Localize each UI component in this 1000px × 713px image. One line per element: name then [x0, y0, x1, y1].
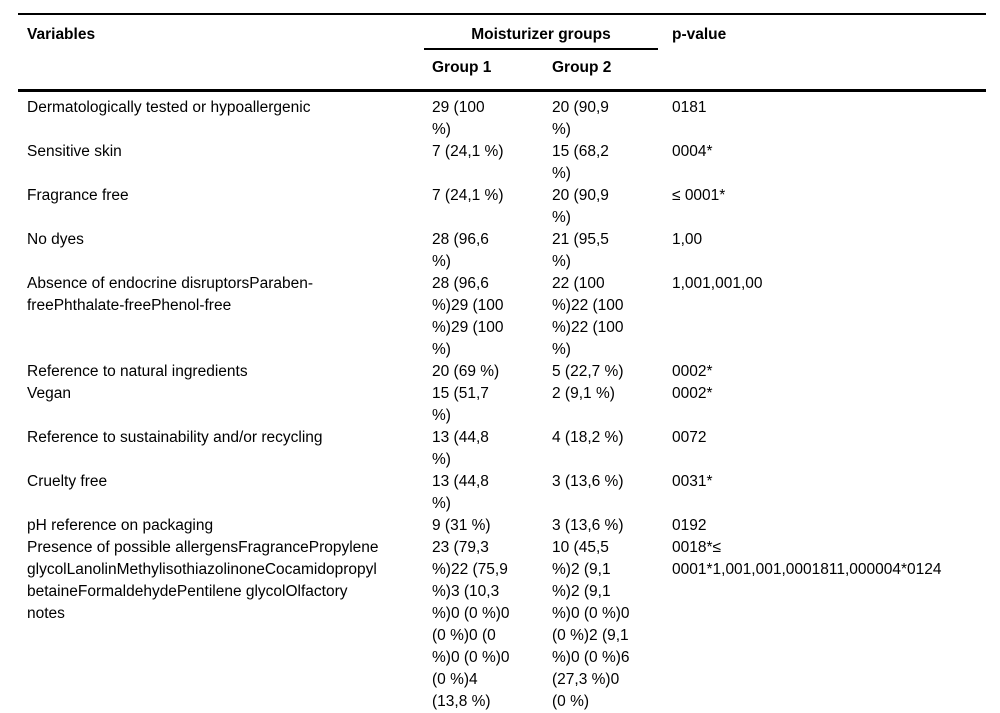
group1-cell: 15 (51,7 %) — [432, 385, 489, 424]
group2-cell: 20 (90,9 %) — [552, 187, 609, 226]
pvalue-cell: 0002* — [672, 363, 713, 380]
table-row: pH reference on packaging 9 (31 %) 3 (13… — [18, 515, 986, 537]
pvalue-cell: 0018*≤ 0001*1,001,001,0001811,000004*012… — [672, 539, 942, 578]
column-header-variables: Variables — [27, 26, 96, 43]
group1-cell: 7 (24,1 %) — [432, 187, 504, 204]
variable-cell: Reference to natural ingredients — [27, 363, 248, 380]
group1-cell: 23 (79,3 %)22 (75,9 %)3 (10,3 %)0 (0 %)0… — [432, 539, 510, 710]
pvalue-cell: 0002* — [672, 385, 713, 402]
column-header-group2: Group 2 — [552, 59, 612, 76]
column-header-pvalue: p-value — [672, 26, 727, 43]
group2-cell: 22 (100 %)22 (100 %)22 (100 %) — [552, 275, 624, 358]
group2-cell: 5 (22,7 %) — [552, 363, 624, 380]
group2-cell: 15 (68,2 %) — [552, 143, 609, 182]
pvalue-cell: 1,001,001,00 — [672, 275, 763, 292]
table-row: Absence of endocrine disruptorsParaben- … — [18, 273, 986, 361]
group1-cell: 29 (100 %) — [432, 89, 552, 141]
table-row: Presence of possible allergensFragranceP… — [18, 537, 986, 713]
table-body: Dermatologically tested or hypoallergeni… — [18, 89, 986, 713]
table-row: Fragrance free 7 (24,1 %) 20 (90,9 %) ≤ … — [18, 185, 986, 229]
variable-cell: Vegan — [27, 385, 71, 402]
column-header-group1: Group 1 — [432, 59, 492, 76]
table-row: No dyes 28 (96,6 %) 21 (95,5 %) 1,00 — [18, 229, 986, 273]
table-row: Reference to sustainability and/or recyc… — [18, 427, 986, 471]
table-row: Reference to natural ingredients 20 (69 … — [18, 361, 986, 383]
group1-cell: 9 (31 %) — [432, 517, 491, 534]
variable-cell: Presence of possible allergensFragranceP… — [27, 539, 379, 622]
table-row: Cruelty free 13 (44,8 %) 3 (13,6 %) 0031… — [18, 471, 986, 515]
group2-cell: 21 (95,5 %) — [552, 231, 609, 270]
variable-cell: Reference to sustainability and/or recyc… — [27, 429, 323, 446]
group2-cell: 3 (13,6 %) — [552, 473, 624, 490]
variable-cell: Cruelty free — [27, 473, 108, 490]
moisturizer-groups-label: Moisturizer groups — [424, 24, 658, 50]
table-header: Variables Moisturizer groups p-value Gro… — [18, 14, 986, 91]
pvalue-cell: 0031* — [672, 473, 713, 490]
pvalue-cell: 0181 — [672, 89, 986, 141]
pvalue-cell: 0072 — [672, 429, 707, 446]
pvalue-cell: 1,00 — [672, 231, 703, 248]
variable-cell: pH reference on packaging — [27, 517, 214, 534]
group2-cell: 10 (45,5 %)2 (9,1 %)2 (9,1 %)0 (0 %)0 (0… — [552, 539, 630, 710]
variable-cell: Dermatologically tested or hypoallergeni… — [18, 89, 432, 141]
pvalue-cell: 0004* — [672, 143, 713, 160]
group1-cell: 7 (24,1 %) — [432, 143, 504, 160]
table-row: Sensitive skin 7 (24,1 %) 15 (68,2 %) 00… — [18, 141, 986, 185]
pvalue-cell: 0192 — [672, 517, 707, 534]
table-row: Dermatologically tested or hypoallergeni… — [18, 89, 986, 141]
pvalue-cell: ≤ 0001* — [672, 187, 726, 204]
column-header-moisturizer-groups: Moisturizer groups — [424, 14, 672, 50]
group2-cell: 4 (18,2 %) — [552, 429, 624, 446]
variable-cell: Fragrance free — [27, 187, 129, 204]
group1-cell: 20 (69 %) — [432, 363, 500, 380]
variable-cell: Absence of endocrine disruptorsParaben- … — [27, 275, 314, 314]
variable-cell: Sensitive skin — [27, 143, 122, 160]
group1-cell: 13 (44,8 %) — [432, 429, 489, 468]
group2-cell: 20 (90,9 %) — [552, 89, 672, 141]
group1-cell: 28 (96,6 %) — [432, 231, 489, 270]
group2-cell: 2 (9,1 %) — [552, 385, 615, 402]
group1-cell: 13 (44,8 %) — [432, 473, 489, 512]
group2-cell: 3 (13,6 %) — [552, 517, 624, 534]
variable-cell: No dyes — [27, 231, 84, 248]
table-row: Vegan 15 (51,7 %) 2 (9,1 %) 0002* — [18, 383, 986, 427]
results-table: Variables Moisturizer groups p-value Gro… — [18, 13, 986, 713]
group1-cell: 28 (96,6 %)29 (100 %)29 (100 %) — [432, 275, 504, 358]
